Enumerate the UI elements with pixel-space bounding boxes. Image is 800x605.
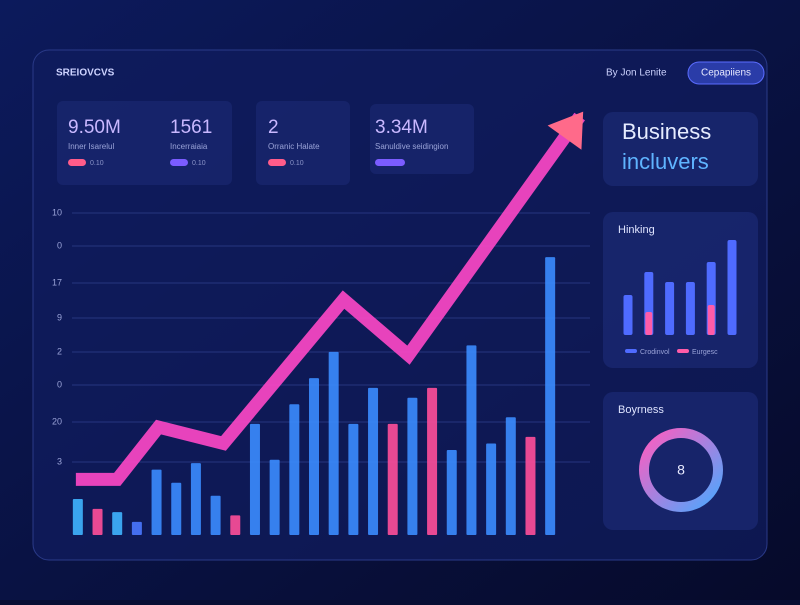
bar <box>348 423 359 535</box>
side-subtitle: incluvers <box>622 149 709 174</box>
bar <box>368 387 379 535</box>
mini-bar <box>727 240 737 335</box>
bar <box>190 463 201 535</box>
kpi-chip <box>268 159 286 166</box>
bar <box>72 499 83 535</box>
y-label: 0 <box>57 379 62 389</box>
bar <box>151 469 162 535</box>
bar <box>210 495 221 535</box>
bar <box>446 450 457 535</box>
header-button[interactable] <box>687 61 765 85</box>
side-card <box>603 392 758 530</box>
kpi-chip <box>375 159 405 166</box>
bar <box>525 436 536 535</box>
legend-swatch <box>677 349 689 353</box>
kpi-chip-label: 0.10 <box>192 160 206 167</box>
mini-chart-title: Hinking <box>618 224 655 236</box>
brand: SREIOVCVS <box>56 68 115 79</box>
legend-label: Crodinvol <box>640 349 670 356</box>
header-button-label[interactable]: Cepapiiens <box>701 68 751 79</box>
bar <box>230 515 241 535</box>
bar <box>387 423 398 535</box>
y-label: 3 <box>57 456 62 466</box>
legend-label: Eurgesc <box>692 349 718 356</box>
kpi-chip <box>170 159 188 166</box>
donut-ring <box>639 428 723 512</box>
mini-bar <box>665 282 675 335</box>
mini-bar <box>685 282 695 335</box>
kpi-card <box>57 101 232 185</box>
trend-line <box>75 112 585 486</box>
kpi-chip-label: 0.10 <box>290 160 304 167</box>
kpi-label: Incerraiaia <box>170 142 208 151</box>
y-label: 2 <box>57 346 62 356</box>
bar <box>112 512 123 535</box>
y-label: 9 <box>57 312 62 322</box>
donut-title: Boyrness <box>618 404 664 416</box>
bar <box>505 417 516 535</box>
bar <box>545 257 556 535</box>
bar <box>427 387 438 535</box>
side-card <box>603 212 758 368</box>
kpi-chip <box>68 159 86 166</box>
donut-center: 8 <box>677 462 685 478</box>
bar <box>407 397 418 535</box>
y-label: 17 <box>52 277 62 287</box>
y-label: 20 <box>52 416 62 426</box>
y-label: 0 <box>57 240 62 250</box>
user-name: By Jon Lenite <box>606 68 667 79</box>
bar <box>289 404 300 535</box>
bar <box>466 345 477 535</box>
bar <box>486 443 497 535</box>
bar <box>269 459 280 535</box>
kpi-chip-label: 0.10 <box>90 160 104 167</box>
bar <box>328 351 339 535</box>
y-label: 10 <box>52 207 62 217</box>
kpi-card <box>370 104 474 174</box>
kpi-value: 2 <box>268 117 279 138</box>
bar <box>249 423 260 535</box>
mini-bar <box>707 305 715 335</box>
kpi-value: 9.50M <box>68 117 121 138</box>
bar <box>171 482 182 535</box>
mini-bar <box>645 312 653 335</box>
mini-bar <box>623 295 633 335</box>
bar <box>131 521 142 535</box>
side-title: Business <box>622 119 711 144</box>
legend-swatch <box>625 349 637 353</box>
kpi-value: 1561 <box>170 117 212 138</box>
bar <box>92 508 103 535</box>
kpi-label: Inner Isarelul <box>68 142 114 151</box>
kpi-value: 3.34M <box>375 117 428 138</box>
kpi-label: Orranic Halate <box>268 142 320 151</box>
kpi-label: Sanuldive seidingion <box>375 142 448 151</box>
bar <box>309 378 319 535</box>
side-card <box>603 112 758 186</box>
arrow-head <box>547 111 584 150</box>
